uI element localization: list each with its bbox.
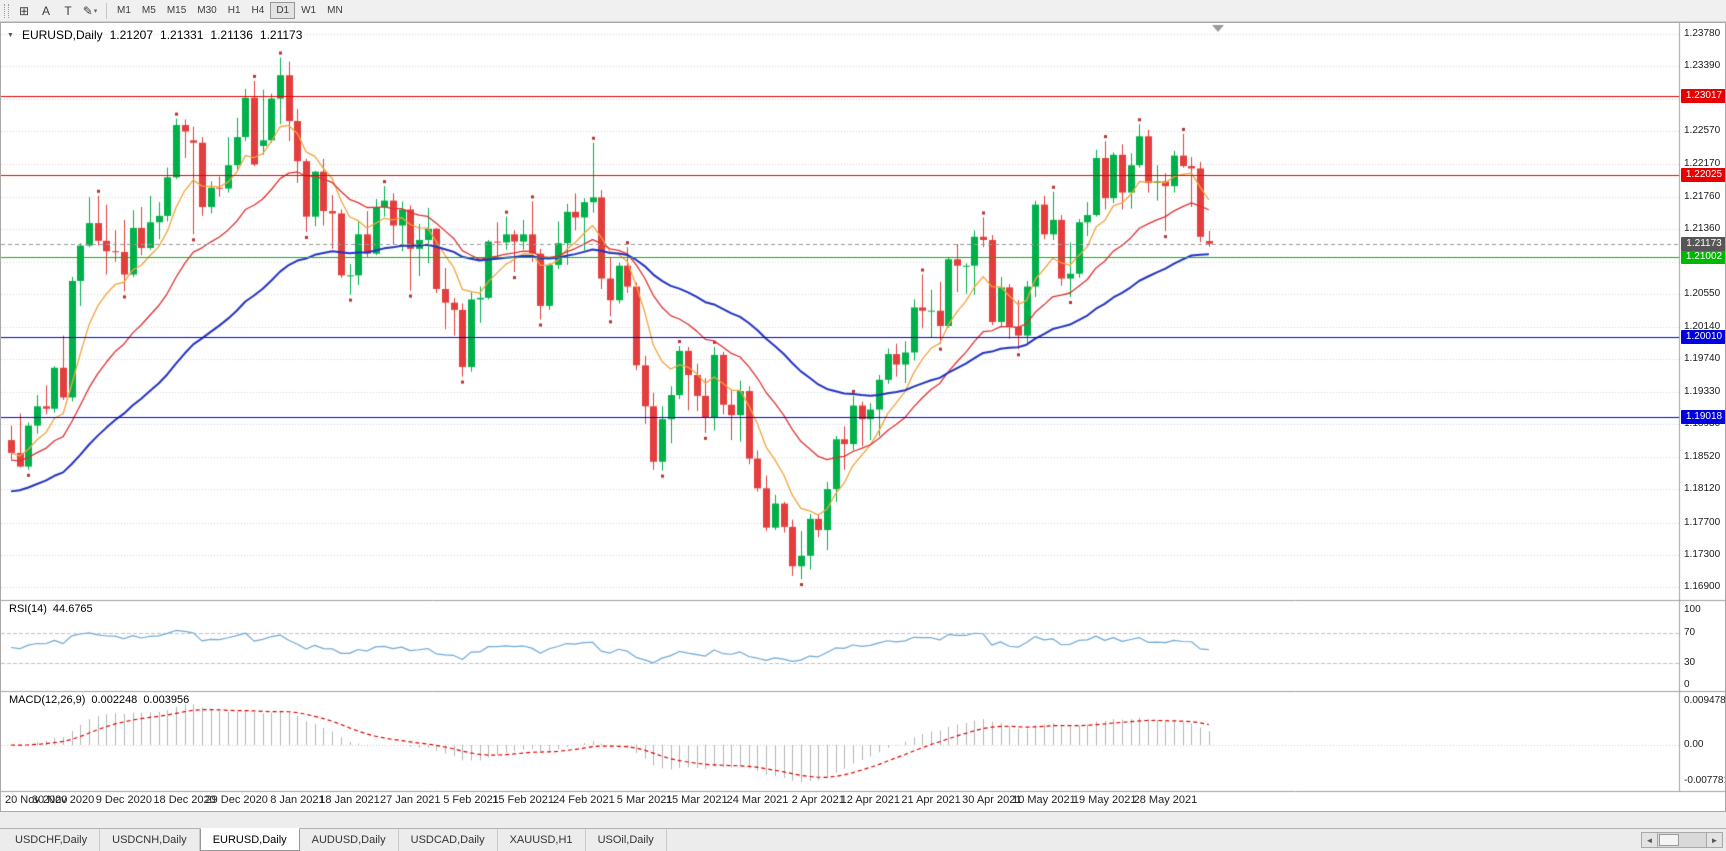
date-axis-label: 18 Dec 2020: [153, 794, 216, 806]
chart-window: ▼ EURUSD,Daily 1.21207 1.21331 1.21136 1…: [0, 22, 1726, 812]
price-axis-tick: 1.22570: [1684, 125, 1721, 137]
chart-tab-bar: USDCHF,Daily USDCNH,Daily EURUSD,Daily AUDU…: [0, 828, 1726, 851]
macd-name: MACD(12,26,9): [9, 694, 86, 706]
tab-scroll-right-button[interactable]: ►: [1706, 832, 1723, 848]
price-axis-tick: 1.21760: [1684, 190, 1721, 202]
drawing-tool-group: ⊞ A T ✎ ▾: [13, 2, 101, 20]
price-line-badge: 1.21002: [1681, 250, 1725, 265]
price-axis-tick: 1.17300: [1684, 548, 1721, 560]
price-axis-tick: 1.22170: [1684, 157, 1721, 169]
timeframe-group: M1 M5 M15 M30 H1 H4 D1 W1 MN: [112, 2, 348, 19]
date-axis-label: 24 Feb 2021: [552, 794, 615, 806]
timeframe-button-h4[interactable]: H4: [251, 5, 265, 16]
ohlc-open-value: 1.21207: [109, 28, 154, 42]
date-axis-label: 20 Nov 2020: [5, 794, 68, 806]
price-axis-tick: 1.20550: [1684, 287, 1721, 299]
date-axis-label: 21 Apr 2021: [901, 794, 961, 806]
macd-signal-value: 0.003956: [143, 694, 190, 706]
ohlc-close-value: 1.21173: [259, 28, 303, 42]
price-line-badge: 1.20010: [1681, 330, 1725, 345]
price-axis-tick: 1.18120: [1684, 483, 1721, 495]
date-axis-label: 29 Dec 2020: [205, 794, 268, 806]
timeframe-button-h1[interactable]: H1: [227, 5, 241, 16]
date-axis-label: 12 Apr 2021: [840, 794, 900, 806]
macd-indicator-label: MACD(12,26,9) 0.002248 0.003956: [9, 694, 189, 706]
toolbar-grip-handle[interactable]: [4, 3, 9, 18]
price-axis-tick: 1.18520: [1684, 450, 1721, 462]
price-axis-tick: 1.19330: [1684, 385, 1721, 397]
charts-grid-icon[interactable]: ⊞: [18, 3, 30, 18]
date-axis-label: 27 Jan 2021: [379, 794, 441, 806]
macd-axis-tick: 0.00: [1684, 739, 1704, 750]
chart-symbol-label: EURUSD,Daily: [21, 28, 103, 42]
date-axis-label: 10 May 2021: [1012, 794, 1076, 806]
timeframe-button-w1[interactable]: W1: [301, 5, 317, 16]
date-axis-label: 2 Apr 2021: [791, 794, 845, 806]
price-axis-tick: 1.23390: [1684, 59, 1721, 71]
timeframe-button-m5[interactable]: M5: [141, 5, 156, 16]
date-axis-label: 28 May 2021: [1133, 794, 1198, 806]
price-axis-tick: 1.21360: [1684, 222, 1721, 234]
price-axis-tick: 1.19740: [1684, 352, 1721, 364]
tab-scrollbar: ◄ ►: [1641, 829, 1726, 851]
ohlc-high-value: 1.21331: [160, 28, 204, 42]
price-axis-tick: 1.20140: [1684, 320, 1721, 332]
rsi-current-value: 44.6765: [52, 603, 93, 615]
macd-main-value: 0.002248: [91, 694, 138, 706]
chart-tab-usoil-daily[interactable]: USOil,Daily: [586, 829, 667, 851]
rsi-axis-tick: 100: [1684, 604, 1701, 615]
price-axis-tick: 1.17700: [1684, 516, 1721, 528]
price-line-badge: 1.19018: [1681, 409, 1725, 424]
chart-tab-usdcad-daily[interactable]: USDCAD,Daily: [399, 829, 498, 851]
chart-tab-usdcnh-daily[interactable]: USDCNH,Daily: [100, 829, 200, 851]
timeframe-button-m1[interactable]: M1: [117, 5, 131, 16]
chart-tabs: USDCHF,Daily USDCNH,Daily EURUSD,Daily AUDU…: [0, 828, 667, 851]
insert-text-icon[interactable]: A: [41, 3, 50, 18]
rsi-axis-tick: 30: [1684, 656, 1696, 668]
tab-scroll-left-button[interactable]: ◄: [1641, 832, 1658, 848]
rsi-name: RSI(14): [9, 603, 47, 615]
date-axis-label: 24 Mar 2021: [726, 794, 789, 806]
timeframe-button-mn[interactable]: MN: [327, 5, 343, 16]
price-axis-tick: 1.16900: [1684, 581, 1721, 593]
date-axis-label: 30 Apr 2021: [962, 794, 1022, 806]
date-axis-label: 5 Mar 2021: [616, 794, 673, 806]
rsi-axis-tick: 70: [1684, 626, 1696, 638]
toolbar-separator: [106, 2, 107, 19]
price-line-badge: 1.23017: [1681, 88, 1725, 103]
tab-scroll-thumb[interactable]: [1659, 834, 1679, 846]
date-axis-label: 9 Dec 2020: [95, 794, 152, 806]
rsi-indicator-label: RSI(14) 44.6765: [9, 603, 93, 615]
timeframe-button-m30[interactable]: M30: [197, 5, 217, 16]
chart-toolbar: ⊞ A T ✎ ▾ M1 M5 M15 M30 H1 H4 D1 W1 MN: [0, 0, 1726, 22]
rsi-axis-tick: 0: [1684, 679, 1690, 690]
chart-tab-eurusd-daily[interactable]: EURUSD,Daily: [199, 828, 300, 851]
date-axis-label: 18 Jan 2021: [319, 794, 380, 806]
price-line-badge: 1.22025: [1681, 168, 1725, 183]
date-axis-label: 15 Mar 2021: [665, 794, 728, 806]
price-axis-tick: 1.23780: [1684, 28, 1721, 40]
dropdown-caret-icon: ▾: [93, 7, 98, 15]
chart-tab-usdchf-daily[interactable]: USDCHF,Daily: [3, 829, 101, 851]
drawing-tools-icon[interactable]: ✎ ▾: [82, 3, 98, 18]
date-axis-label: 15 Feb 2021: [492, 794, 554, 806]
timeframe-button-m15[interactable]: M15: [166, 5, 187, 16]
tab-scroll-track[interactable]: [1658, 832, 1706, 848]
chart-tab-xauusd-h1[interactable]: XAUUSD,H1: [498, 829, 586, 851]
chart-title: ▼ EURUSD,Daily 1.21207 1.21331 1.21136 1…: [7, 28, 302, 42]
one-click-expand-icon[interactable]: ▼: [7, 31, 14, 39]
macd-axis-tick: -0.007781: [1684, 775, 1726, 787]
current-price-badge: 1.21173: [1681, 236, 1725, 251]
chart-tab-audusd-daily[interactable]: AUDUSD,Daily: [300, 829, 399, 851]
price-chart-canvas[interactable]: [1, 23, 1725, 811]
ohlc-low-value: 1.21136: [210, 28, 253, 42]
insert-label-icon[interactable]: T: [64, 3, 72, 18]
timeframe-button-d1[interactable]: D1: [270, 2, 296, 19]
macd-axis-tick: 0.009478: [1684, 695, 1726, 706]
date-axis-label: 30 Nov 2020: [31, 794, 95, 806]
date-axis-label: 19 May 2021: [1072, 794, 1137, 806]
date-axis-label: 8 Jan 2021: [270, 794, 325, 806]
date-axis-label: 5 Feb 2021: [443, 794, 499, 806]
